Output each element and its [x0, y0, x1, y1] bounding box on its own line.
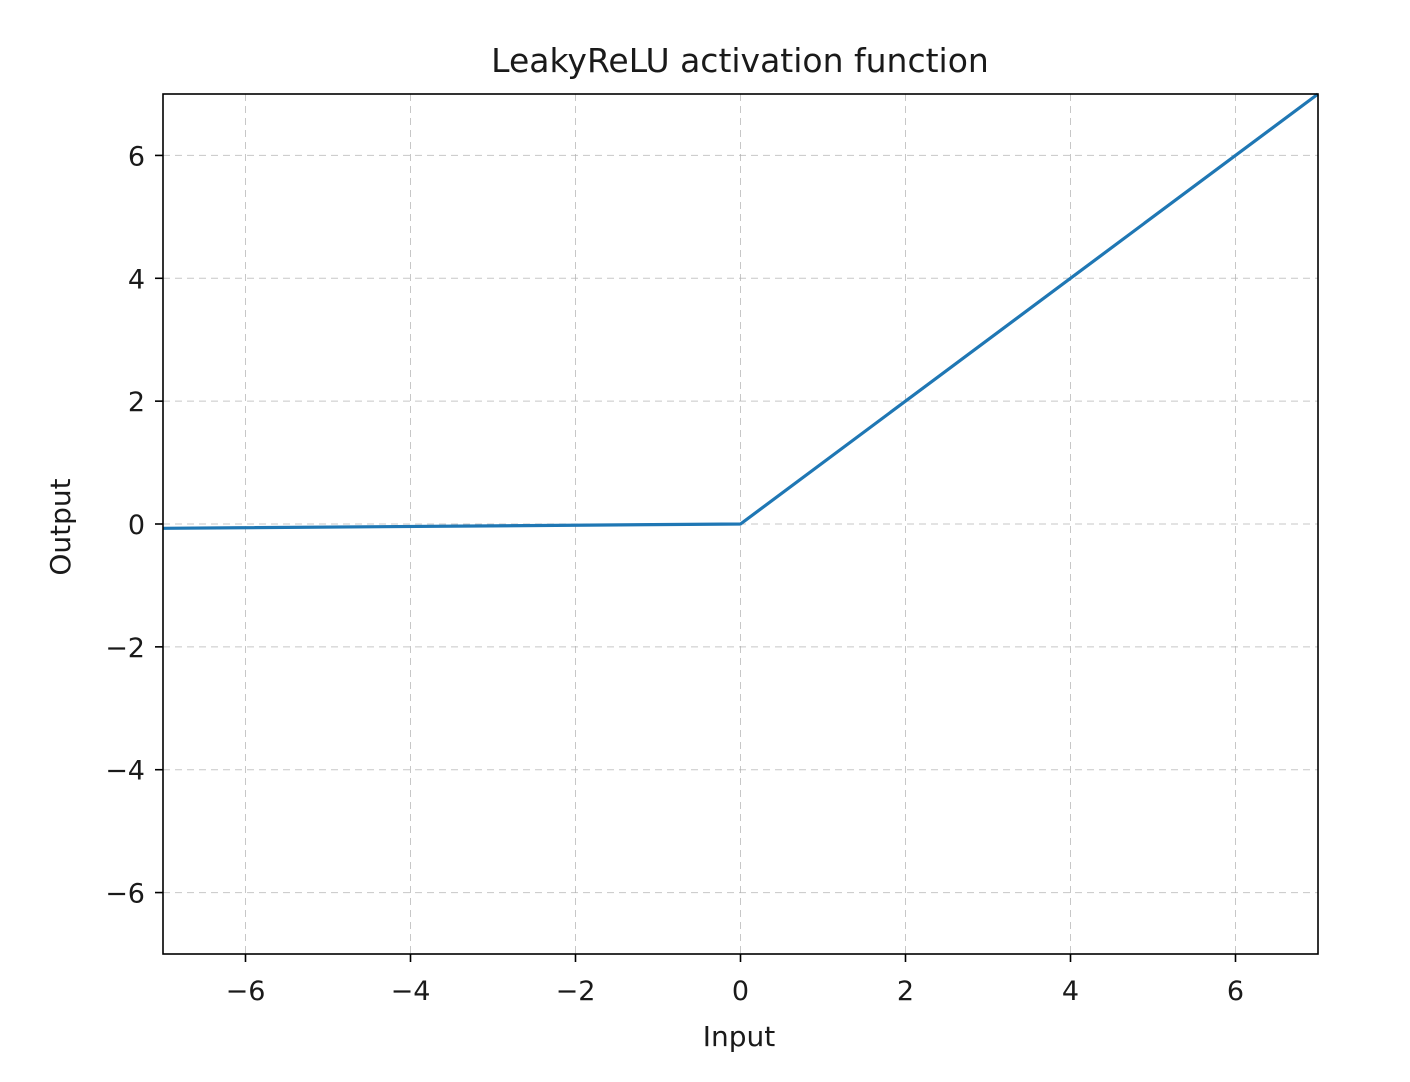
x-tick-label: 2: [897, 976, 914, 1007]
x-axis-title: Input: [703, 1020, 776, 1053]
x-tick-label: −6: [226, 976, 266, 1007]
x-tick-label: −4: [391, 976, 431, 1007]
chart-title: LeakyReLU activation function: [491, 41, 989, 80]
grid-layer: [163, 94, 1318, 954]
x-tick-label: 0: [732, 976, 749, 1007]
y-axis-title: Output: [44, 478, 77, 575]
ticks-layer: −6 −4 −2 0 2 4 6 −6 −4 −2 0 2 4 6: [105, 141, 1244, 1007]
x-tick-label: −2: [556, 976, 596, 1007]
series-layer: [162, 92, 1319, 530]
x-tick-label: 4: [1062, 976, 1079, 1007]
y-tick-label: 0: [128, 510, 145, 541]
x-tick-label: 6: [1227, 976, 1244, 1007]
y-tick-label: 2: [128, 387, 145, 418]
y-tick-label: 4: [128, 264, 145, 295]
y-tick-label: −2: [105, 633, 145, 664]
series-line: [162, 92, 1319, 530]
y-tick-label: −6: [105, 879, 145, 910]
y-tick-label: −4: [105, 756, 145, 787]
y-tick-label: 6: [128, 141, 145, 172]
